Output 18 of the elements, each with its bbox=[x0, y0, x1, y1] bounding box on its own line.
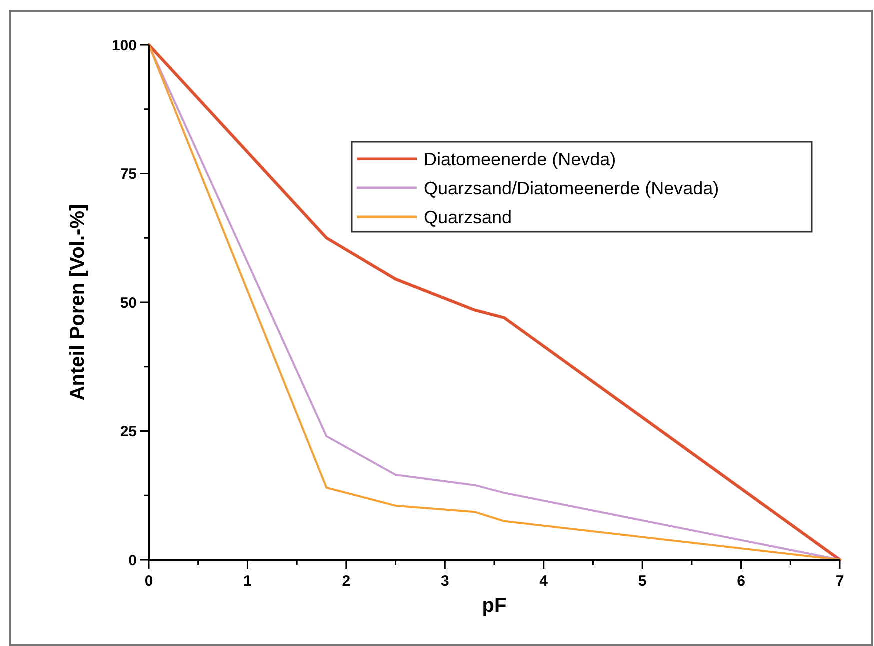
x-tick-label: 2 bbox=[342, 573, 351, 590]
x-tick-label: 3 bbox=[440, 573, 450, 590]
legend-label: Quarzsand bbox=[424, 207, 512, 228]
y-tick-label: 25 bbox=[120, 424, 137, 440]
y-tick-label: 50 bbox=[120, 294, 137, 312]
x-tick-label: 5 bbox=[638, 573, 647, 590]
y-tick-label: 100 bbox=[112, 37, 137, 54]
x-tick-label: 4 bbox=[540, 573, 549, 590]
x-axis-title: pF bbox=[482, 595, 507, 617]
x-tick-label: 7 bbox=[836, 573, 844, 590]
y-axis-title: Anteil Poren [Vol.-%] bbox=[67, 204, 89, 401]
y-tick-label: 75 bbox=[120, 166, 137, 183]
y-tick-label: 0 bbox=[128, 552, 137, 570]
x-tick-label: 0 bbox=[144, 573, 154, 590]
x-tick-label: 1 bbox=[244, 573, 252, 590]
legend-label: Quarzsand/Diatomeenerde (Nevada) bbox=[424, 178, 720, 198]
legend-label: Diatomeenerde (Nevda) bbox=[424, 149, 616, 170]
x-tick-label: 6 bbox=[737, 573, 746, 590]
